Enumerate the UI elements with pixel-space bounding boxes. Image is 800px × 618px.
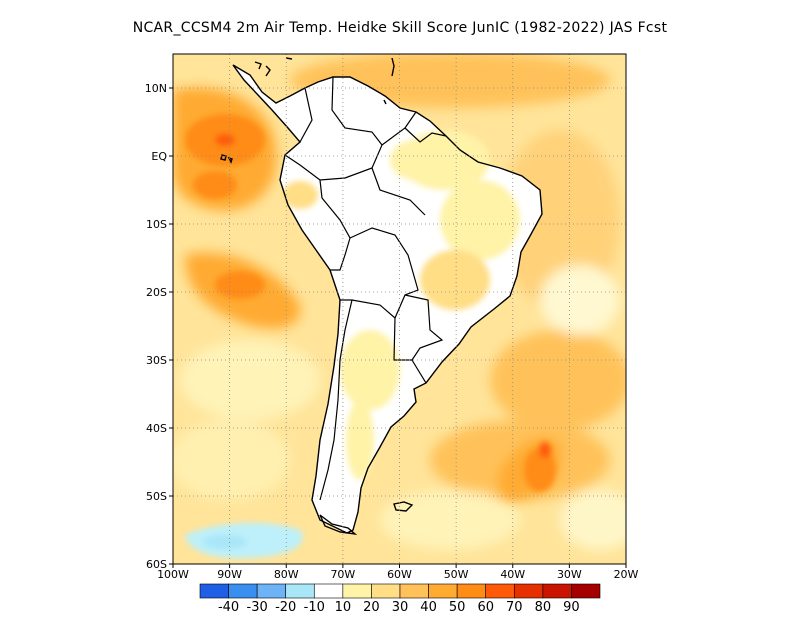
colorbar-label: 70 [506,600,523,615]
lat-tick-label: 40S [146,422,167,435]
colorbar-swatch [542,583,572,599]
colorbar-swatch [456,583,487,599]
colorbar-swatch [285,583,315,599]
south-america-coastline [232,64,543,534]
falkland-islands [393,501,414,512]
map-fill [173,54,626,564]
colorbar-swatch [513,583,544,599]
lon-tick-label: 50W [444,568,469,581]
skill-texture [173,54,626,550]
map-title: NCAR_CCSM4 2m Air Temp. Heidke Skill Sco… [132,20,668,36]
tierra-del-fuego [319,514,358,536]
lat-tick-label: 20S [146,286,167,299]
colorbar-swatch [342,583,372,599]
latitude-tick-labels: 10N EQ 10S 20S 30S 40S 50S 60S [145,82,173,571]
colorbar-swatch [256,583,287,599]
colorbar-swatch [199,583,229,599]
colorbar-swatch [313,583,344,599]
lon-tick-label: 70W [330,568,355,581]
colorbar-swatch [485,583,515,599]
lat-tick-label: 50S [146,490,167,503]
colorbar-label: 20 [363,600,380,615]
galapagos [220,154,233,164]
colorbar-swatch [571,583,601,599]
colorbar-swatch [428,583,458,599]
lat-tick-label: 10S [146,218,167,231]
map-grid [173,54,626,564]
land-skill-patches [282,130,520,480]
lon-tick-label: 40W [500,568,525,581]
colorbar-swatch [399,583,429,599]
colorbar-swatch [371,583,401,599]
colorbar-label: -30 [247,600,268,615]
colorbar-label: 40 [420,600,437,615]
colorbar-label: 60 [477,600,494,615]
colorbar-swatch [228,583,258,599]
lat-tick-label: EQ [151,150,167,163]
colorbar-label: -10 [304,600,325,615]
lon-tick-label: 90W [217,568,242,581]
colorbar-label: 80 [535,600,552,615]
lon-tick-label: 30W [557,568,582,581]
caribbean-islands [254,57,395,105]
lat-tick-label: 10N [145,82,167,95]
colorbar-label: 90 [563,600,580,615]
lat-tick-label: 60S [146,558,167,571]
colorbar-label: -20 [275,600,296,615]
longitude-tick-labels: 100W 90W 80W 70W 60W 50W 40W 30W 20W [157,564,639,581]
colorbar-label: 10 [335,600,352,615]
colorbar-label: -40 [218,600,239,615]
lon-tick-label: 20W [614,568,639,581]
lon-tick-label: 100W [157,568,189,581]
coastline-and-borders [220,57,543,536]
country-borders [284,76,447,501]
colorbar-label: 30 [392,600,409,615]
lon-tick-label: 80W [274,568,299,581]
lon-tick-label: 60W [387,568,412,581]
colorbar [199,583,601,599]
colorbar-labels: -40 -30 -20 -10 10 20 30 40 50 60 70 80 90 [218,600,580,615]
lat-tick-label: 30S [146,354,167,367]
colorbar-label: 50 [449,600,466,615]
